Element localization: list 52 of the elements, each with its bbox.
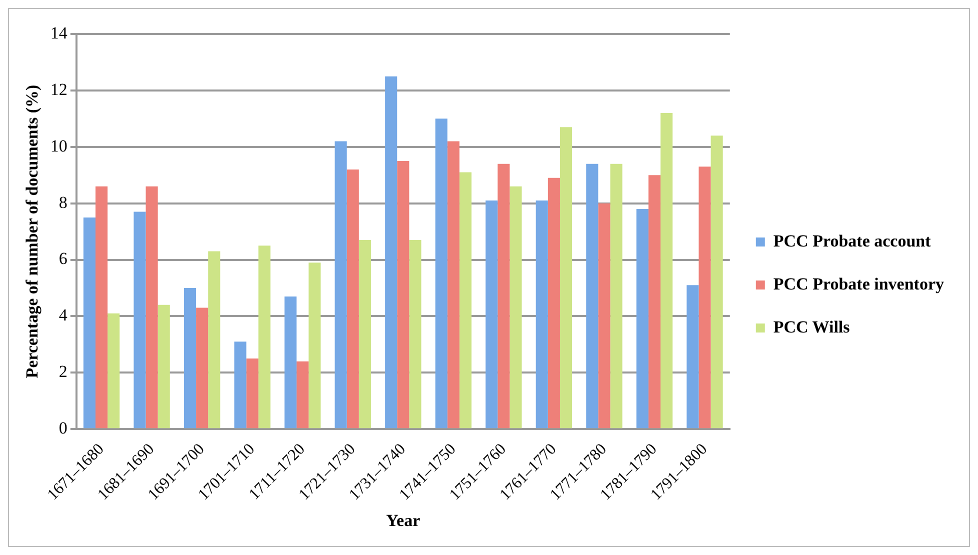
- bar: [246, 358, 258, 428]
- bar: [710, 136, 723, 428]
- y-tick-label: 12: [50, 80, 68, 99]
- bar: [435, 118, 448, 428]
- bar: [83, 217, 96, 428]
- bar: [334, 141, 347, 428]
- y-tick-label: 10: [50, 136, 68, 156]
- bar: [346, 169, 359, 428]
- bar: [96, 186, 108, 428]
- legend-label: PCC Probate inventory: [773, 274, 944, 294]
- bar: [358, 240, 371, 428]
- bar: [660, 113, 673, 428]
- bar: [208, 251, 220, 428]
- bar: [598, 203, 610, 428]
- bar: [409, 240, 422, 428]
- y-tick-label: 2: [58, 362, 68, 382]
- y-tick-label: 14: [50, 23, 68, 42]
- bar: [560, 127, 572, 428]
- bar: [108, 313, 120, 428]
- bar: [385, 76, 398, 428]
- bar: [146, 186, 158, 428]
- bar: [234, 342, 246, 428]
- bar: [397, 161, 410, 428]
- bar: [447, 141, 460, 428]
- bar: [184, 288, 196, 428]
- bar: [196, 308, 208, 428]
- bar: [636, 208, 648, 428]
- bar: [686, 285, 699, 428]
- legend-label: PCC Wills: [773, 317, 850, 336]
- bar: [284, 296, 297, 428]
- bar: [536, 200, 548, 428]
- y-tick-label: 6: [58, 249, 68, 268]
- legend-label: PCC Probate account: [773, 231, 932, 250]
- bar: [498, 164, 510, 428]
- bar: [296, 361, 309, 428]
- bar: [698, 166, 711, 428]
- bar: [158, 304, 170, 428]
- bar: [510, 186, 522, 428]
- bar: [134, 212, 146, 428]
- y-tick-label: 8: [58, 192, 68, 212]
- bar: [648, 175, 661, 428]
- bar: [258, 246, 270, 428]
- y-axis-title: Percentage of number of documents (%): [22, 84, 42, 378]
- bar: [610, 164, 622, 428]
- y-tick-label: 0: [58, 418, 68, 438]
- bar: [459, 172, 472, 428]
- bar: [308, 262, 321, 428]
- x-axis-title: Year: [386, 511, 421, 530]
- y-tick-label: 4: [58, 306, 68, 325]
- bar: [486, 200, 498, 428]
- bar: [586, 164, 598, 428]
- bar: [548, 178, 560, 428]
